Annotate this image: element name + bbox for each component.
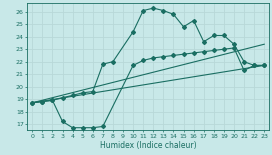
X-axis label: Humidex (Indice chaleur): Humidex (Indice chaleur)	[100, 142, 197, 151]
